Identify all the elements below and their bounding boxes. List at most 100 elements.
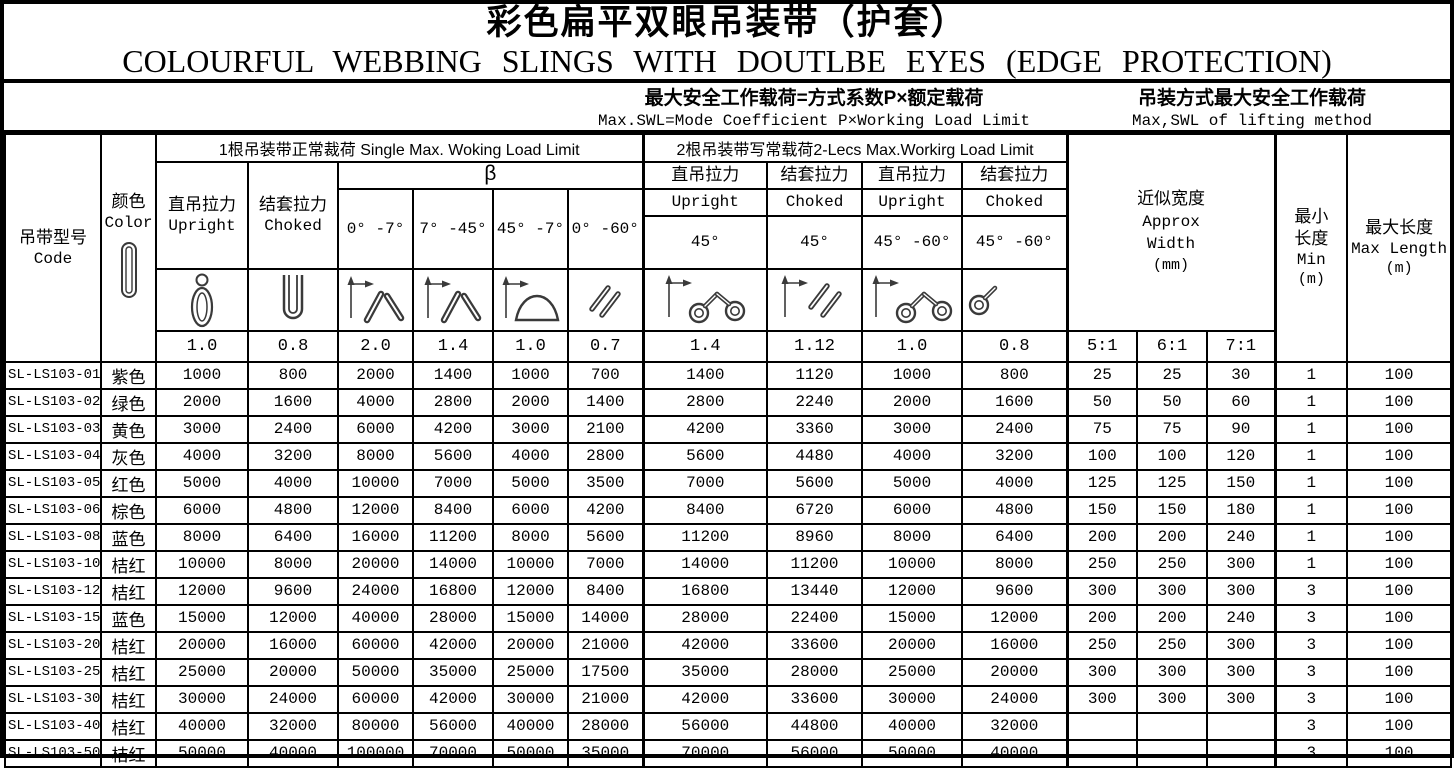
value-cell: 16800 xyxy=(641,576,769,606)
value-cell: 6720 xyxy=(766,495,864,525)
value-cell: 25000 xyxy=(155,657,249,687)
code-cell: SL-LS103-10 xyxy=(4,549,102,579)
color-cell: 桔红 xyxy=(100,576,157,606)
header-d4-zh: 结套拉力 xyxy=(961,160,1069,190)
code-cell: SL-LS103-12 xyxy=(4,576,102,606)
value-cell: 60000 xyxy=(337,630,414,660)
value-cell: 40000 xyxy=(492,711,569,741)
value-cell: 7000 xyxy=(641,468,769,498)
value-cell: 2100 xyxy=(566,414,645,444)
value-cell: 9600 xyxy=(247,576,339,606)
basket-angle-0-7-icon xyxy=(337,267,414,332)
basket-angle-7-45-icon xyxy=(412,267,494,332)
value-cell: 100 xyxy=(1346,684,1453,714)
value-cell: 4000 xyxy=(492,441,569,471)
value-cell: 28000 xyxy=(766,657,864,687)
value-cell: 3200 xyxy=(961,441,1069,471)
value-cell: 40000 xyxy=(155,711,249,741)
value-cell: 4000 xyxy=(961,468,1069,498)
color-cell: 桔红 xyxy=(100,738,157,768)
coefficient-cell: 1.12 xyxy=(766,329,864,363)
value-cell: 24000 xyxy=(337,576,414,606)
value-cell: 1 xyxy=(1273,522,1349,552)
value-cell: 21000 xyxy=(566,684,645,714)
value-cell: 11200 xyxy=(766,549,864,579)
value-cell: 30 xyxy=(1206,360,1277,390)
value-cell: 50000 xyxy=(155,738,249,768)
coefficient-cell: 1.0 xyxy=(861,329,964,363)
value-cell: 12000 xyxy=(337,495,414,525)
value-cell: 120 xyxy=(1206,441,1277,471)
value-cell: 100 xyxy=(1346,441,1453,471)
table-row: SL-LS103-15 蓝色 15000 12000 40000 28000 15000 14… xyxy=(4,603,1453,633)
header-d3-zh: 直吊拉力 xyxy=(861,160,964,190)
header-min-zh1: 最小 xyxy=(1294,206,1329,226)
value-cell: 1600 xyxy=(247,387,339,417)
value-cell: 8960 xyxy=(766,522,864,552)
color-cell: 桔红 xyxy=(100,711,157,741)
header-min-en: Min xyxy=(1296,251,1326,270)
value-cell: 16000 xyxy=(247,630,339,660)
spec-table: 吊带型号 Code 颜色 Color xyxy=(4,132,1453,768)
value-cell: 1000 xyxy=(861,360,964,390)
value-cell: 2000 xyxy=(337,360,414,390)
value-cell: 1400 xyxy=(566,387,645,417)
value-cell: 56000 xyxy=(641,711,769,741)
value-cell: 11200 xyxy=(412,522,494,552)
value-cell: 7000 xyxy=(412,468,494,498)
header-choked-single: 结套拉力 Choked xyxy=(247,160,339,270)
value-cell: 200 xyxy=(1065,603,1139,633)
safety-ratio-cell: 7:1 xyxy=(1206,329,1277,363)
formula-row: 最大安全工作载荷=方式系数P×额定载荷 Max.SWL=Mode Coeffic… xyxy=(4,83,1450,133)
value-cell: 24000 xyxy=(247,684,339,714)
value-cell: 3500 xyxy=(566,468,645,498)
value-cell: 300 xyxy=(1065,576,1139,606)
header-beta-angle-3: 45° -7° xyxy=(492,187,569,270)
two-leg-hooks-icon xyxy=(641,267,769,332)
value-cell: 100 xyxy=(1346,360,1453,390)
value-cell: 10000 xyxy=(861,549,964,579)
value-cell: 5600 xyxy=(412,441,494,471)
table-row: SL-LS103-05 红色 5000 4000 10000 7000 5000 3500 70… xyxy=(4,468,1453,498)
table-row: SL-LS103-10 桔红 10000 8000 20000 14000 10000 700… xyxy=(4,549,1453,579)
value-cell: 12000 xyxy=(961,603,1069,633)
table-row: SL-LS103-30 桔红 30000 24000 60000 42000 30000 21… xyxy=(4,684,1453,714)
header-beta-angle-2: 7° -45° xyxy=(412,187,494,270)
value-cell: 2800 xyxy=(412,387,494,417)
value-cell: 4480 xyxy=(766,441,864,471)
value-cell: 15000 xyxy=(492,603,569,633)
value-cell: 6000 xyxy=(861,495,964,525)
header-d1-en: Upright xyxy=(641,187,769,217)
value-cell: 3000 xyxy=(861,414,964,444)
value-cell: 250 xyxy=(1065,549,1139,579)
value-cell: 3 xyxy=(1273,603,1349,633)
value-cell: 50000 xyxy=(861,738,964,768)
value-cell: 2000 xyxy=(492,387,569,417)
value-cell: 20000 xyxy=(155,630,249,660)
safety-ratio-cell: 6:1 xyxy=(1136,329,1209,363)
value-cell: 180 xyxy=(1206,495,1277,525)
value-cell: 300 xyxy=(1206,549,1277,579)
value-cell xyxy=(1206,738,1277,768)
safety-ratio-cell: 5:1 xyxy=(1065,329,1139,363)
header-color-zh: 颜色 xyxy=(111,192,146,212)
value-cell: 3 xyxy=(1273,576,1349,606)
value-cell: 1 xyxy=(1273,360,1349,390)
value-cell: 4200 xyxy=(641,414,769,444)
value-cell: 6400 xyxy=(247,522,339,552)
color-cell: 桔红 xyxy=(100,630,157,660)
value-cell: 1400 xyxy=(641,360,769,390)
value-cell: 30000 xyxy=(155,684,249,714)
value-cell: 30000 xyxy=(492,684,569,714)
value-cell: 5000 xyxy=(155,468,249,498)
value-cell: 44800 xyxy=(766,711,864,741)
value-cell: 28000 xyxy=(412,603,494,633)
value-cell: 60000 xyxy=(337,684,414,714)
value-cell: 11200 xyxy=(641,522,769,552)
color-cell: 红色 xyxy=(100,468,157,498)
table-row: SL-LS103-50 桔红 50000 40000 100000 70000 50000 3… xyxy=(4,738,1453,768)
value-cell: 1600 xyxy=(961,387,1069,417)
value-cell: 3000 xyxy=(492,414,569,444)
value-cell: 16000 xyxy=(961,630,1069,660)
